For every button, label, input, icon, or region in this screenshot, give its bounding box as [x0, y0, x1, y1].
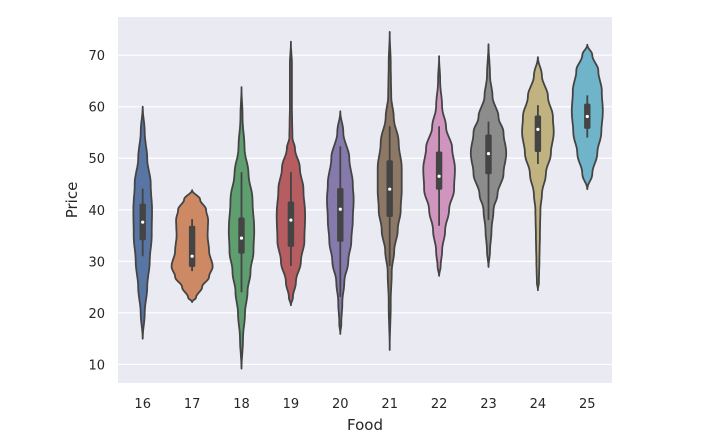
x-tick-label: 16	[134, 397, 151, 412]
x-axis-label: Food	[347, 416, 383, 434]
violin-23	[469, 43, 508, 268]
violin-median-dot	[437, 174, 441, 178]
x-tick-label: 19	[283, 397, 300, 412]
violin-median-dot	[141, 220, 145, 224]
y-axis-label: Price	[63, 182, 81, 219]
y-tick-label: 20	[88, 307, 105, 322]
violin-iqr-box	[337, 188, 344, 242]
violin-16	[132, 105, 153, 340]
violins	[132, 30, 604, 370]
x-tick-label: 22	[431, 397, 448, 412]
x-tick-label: 20	[332, 397, 349, 412]
violin-17	[170, 189, 214, 304]
y-tick-label: 40	[88, 204, 105, 219]
violin-21	[376, 30, 403, 351]
violin-median-dot	[536, 127, 540, 131]
violin-20	[326, 110, 355, 335]
violin-19	[275, 40, 307, 307]
violin-iqr-box	[287, 201, 295, 247]
y-tick-label: 30	[88, 255, 105, 270]
x-tick-label: 18	[233, 397, 250, 412]
violin-median-dot	[289, 218, 293, 222]
x-tick-label: 21	[381, 397, 398, 412]
x-tick-label: 17	[184, 397, 201, 412]
violin-median-dot	[388, 187, 392, 191]
x-tick-label: 25	[579, 397, 596, 412]
violin-median-dot	[585, 114, 589, 119]
y-tick-label: 70	[88, 49, 105, 64]
violin-median-dot	[239, 236, 244, 240]
violin-iqr-box	[435, 151, 443, 190]
violin-median-dot	[338, 207, 342, 211]
x-tick-label: 23	[480, 397, 497, 412]
violin-iqr-box	[188, 225, 196, 268]
violin-25	[570, 43, 604, 191]
violin-median-dot	[486, 152, 491, 156]
violin-24	[521, 56, 555, 292]
violin-18	[227, 86, 256, 370]
violin-22	[422, 55, 456, 277]
y-tick-label: 50	[88, 152, 105, 167]
violin-iqr-box	[534, 115, 542, 153]
y-tick-label: 60	[88, 101, 105, 116]
x-tick-label: 24	[530, 397, 547, 412]
violin-median-dot	[190, 254, 194, 258]
violin-iqr-box	[238, 217, 245, 254]
y-tick-label: 10	[88, 358, 105, 373]
violin-body	[521, 56, 555, 292]
x-tick-labels: 16 17 18 19 20 21 22 23 24 25	[134, 397, 595, 412]
y-tick-labels: 10 20 30 40 50 60 70	[88, 49, 105, 373]
